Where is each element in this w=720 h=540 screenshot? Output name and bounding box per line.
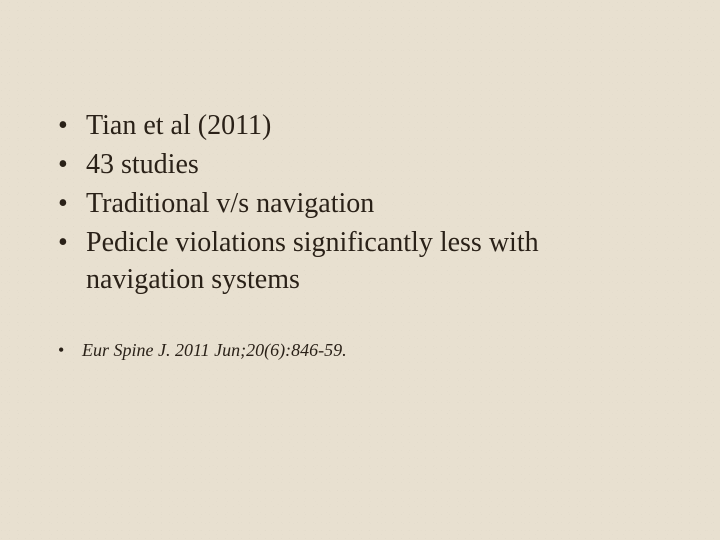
main-bullet-list: Tian et al (2011) 43 studies Traditional…	[40, 108, 660, 299]
bullet-text: Pedicle violations significantly less wi…	[86, 227, 539, 295]
bullet-item: Traditional v/s navigation	[56, 186, 660, 223]
bullet-item: Pedicle violations significantly less wi…	[56, 225, 660, 299]
slide: Tian et al (2011) 43 studies Traditional…	[0, 0, 720, 540]
citation-list: Eur Spine J. 2011 Jun;20(6):846-59.	[40, 339, 660, 362]
citation-text: Eur Spine J. 2011 Jun;20(6):846-59.	[82, 340, 347, 360]
bullet-item: Tian et al (2011)	[56, 108, 660, 145]
bullet-text: Tian et al (2011)	[86, 110, 271, 141]
bullet-text: 43 studies	[86, 149, 199, 180]
bullet-text: Traditional v/s navigation	[86, 188, 374, 219]
bullet-item: 43 studies	[56, 147, 660, 184]
citation-item: Eur Spine J. 2011 Jun;20(6):846-59.	[56, 339, 660, 362]
